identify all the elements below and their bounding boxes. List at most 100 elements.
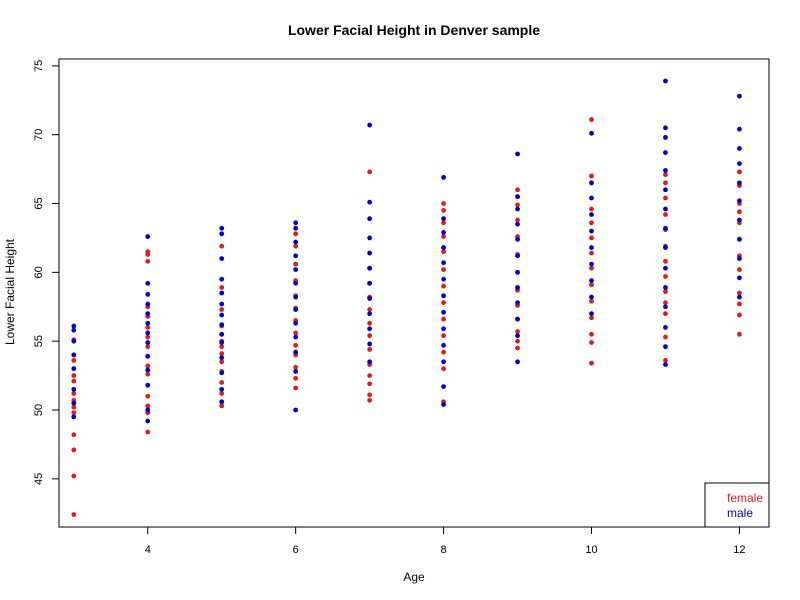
data-point-female [589, 360, 594, 366]
data-point-female [145, 363, 151, 369]
data-point-female [589, 315, 594, 321]
data-point-male [663, 362, 668, 367]
data-point-male [367, 199, 373, 205]
y-tick-label: 45 [33, 473, 45, 485]
data-point-female [589, 265, 594, 271]
data-point-female [441, 267, 446, 272]
y-tick-label: 55 [33, 335, 45, 347]
data-point-female [441, 208, 446, 213]
data-point-male [441, 276, 446, 282]
y-axis-label: Lower Facial Height [3, 238, 17, 345]
data-point-female [589, 282, 594, 288]
data-point-male [367, 359, 373, 365]
data-point-male [737, 217, 742, 223]
data-point-male [367, 265, 373, 271]
data-point-male [367, 216, 373, 222]
data-point-male [515, 285, 520, 290]
data-point-male [367, 311, 373, 317]
data-point-male [145, 301, 151, 307]
data-point-female [441, 220, 446, 226]
data-point-male [515, 194, 520, 200]
data-point-male [589, 245, 594, 250]
data-point-female [219, 359, 225, 365]
data-point-male [515, 300, 520, 306]
data-point-female [71, 358, 77, 363]
data-point-male [589, 228, 594, 234]
data-point-male [441, 293, 446, 299]
y-tick-label: 75 [33, 60, 45, 72]
data-point-male [293, 267, 299, 272]
data-point-male [737, 236, 742, 242]
data-point-male [219, 231, 225, 237]
data-point-female [219, 243, 225, 249]
data-point-male [663, 225, 668, 231]
data-point-female [589, 173, 594, 179]
data-point-male [219, 370, 225, 376]
data-point-female [367, 392, 373, 398]
data-point-male [293, 280, 299, 286]
chart-title: Lower Facial Height in Denver sample [288, 22, 540, 38]
data-point-male [663, 168, 668, 173]
data-point-male [145, 330, 151, 336]
data-point-male [737, 93, 742, 99]
data-point-male [737, 256, 742, 261]
data-point-female [589, 235, 594, 241]
data-point-male [663, 325, 668, 330]
data-point-female [219, 351, 225, 356]
data-point-female [145, 325, 151, 330]
data-point-female [71, 512, 77, 518]
data-point-female [737, 331, 742, 337]
legend-entry-male: male [727, 506, 753, 520]
data-point-female [293, 330, 299, 336]
data-point-female [589, 220, 594, 226]
data-point-female [219, 403, 225, 409]
y-tick-label: 65 [33, 197, 45, 209]
data-point-female [737, 169, 742, 175]
data-point-female [737, 301, 742, 307]
y-tick-label: 50 [33, 404, 45, 416]
data-point-male [145, 280, 151, 286]
data-point-female [589, 206, 594, 212]
data-point-male [145, 311, 151, 317]
data-point-male [219, 290, 225, 296]
data-point-male [441, 216, 446, 222]
data-point-female [663, 311, 668, 317]
data-point-female [515, 217, 520, 223]
data-point-male [441, 326, 446, 332]
data-point-female [71, 378, 77, 384]
data-point-female [589, 331, 594, 337]
y-tick-label: 70 [33, 129, 45, 141]
data-point-male [515, 316, 520, 322]
data-point-male [367, 341, 373, 347]
data-point-male [663, 125, 668, 131]
data-point-male [515, 151, 520, 157]
data-point-male [441, 309, 446, 315]
data-point-female [293, 364, 299, 370]
data-point-female [663, 334, 668, 340]
data-point-female [71, 410, 77, 416]
data-point-female [71, 404, 77, 410]
data-point-male [589, 311, 594, 317]
data-point-female [367, 397, 373, 403]
data-point-male [219, 312, 225, 318]
data-point-female [293, 385, 299, 391]
data-point-female [367, 320, 373, 326]
data-point-female [515, 338, 520, 344]
data-point-female [293, 261, 299, 267]
data-point-female [145, 429, 151, 435]
data-point-female [663, 258, 668, 264]
x-tick-label: 8 [441, 544, 447, 556]
data-point-male [441, 245, 446, 250]
data-point-male [589, 195, 594, 201]
data-point-male [219, 276, 225, 282]
data-point-male [145, 291, 151, 297]
data-point-female [71, 473, 77, 479]
data-point-male [367, 296, 373, 301]
data-point-male [293, 320, 299, 326]
data-point-female [515, 202, 520, 208]
data-point-female [367, 381, 373, 387]
data-point-female [515, 345, 520, 351]
data-point-male [737, 146, 742, 151]
data-point-male [663, 78, 668, 84]
data-point-female [441, 283, 446, 289]
